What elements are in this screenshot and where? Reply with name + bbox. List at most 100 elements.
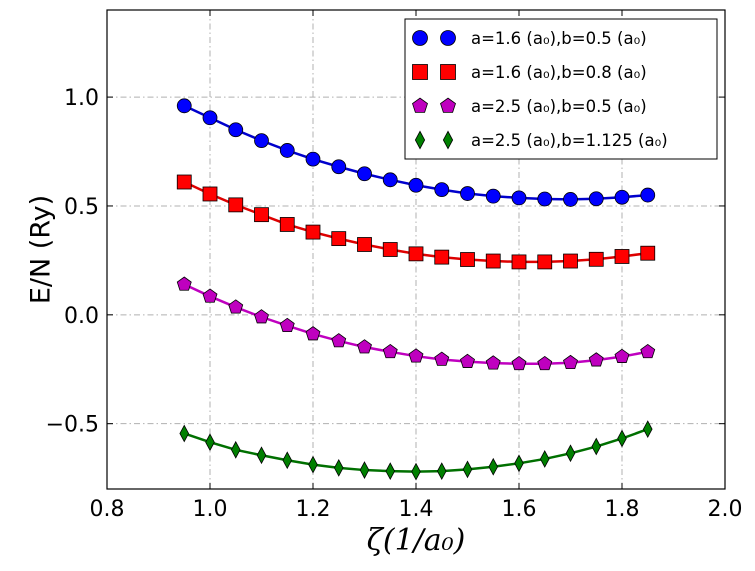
data-point [537,191,553,207]
data-point [382,343,398,359]
data-point [614,189,630,205]
legend-label: a=1.6 (a₀),b=0.5 (a₀) [471,29,647,48]
data-point [488,457,499,476]
data-point [333,458,344,477]
data-point [485,253,501,269]
data-point [279,143,295,158]
data-point [254,207,269,223]
data-point [460,186,475,201]
data-point [537,254,553,270]
data-point [359,461,370,479]
x-tick-label: 1.8 [605,497,640,522]
data-point [282,451,293,470]
legend-marker [442,130,454,150]
data-point [511,254,527,270]
series-layer [176,98,656,481]
legend-marker [412,97,428,113]
data-point [230,440,241,459]
data-point [511,190,527,206]
data-point [614,249,630,264]
data-point [588,352,604,367]
data-point [256,446,267,465]
x-tick-label: 1.0 [193,497,228,522]
x-tick-label: 0.8 [90,497,125,522]
y-axis-label: E/N (Ry) [25,195,56,304]
data-point [202,186,218,202]
data-point [228,299,244,314]
data-point [305,224,321,240]
data-point [514,454,524,473]
data-point [460,252,475,267]
x-tick-label: 1.2 [296,497,331,522]
data-point [485,188,501,204]
legend-label: a=1.6 (a₀),b=0.8 (a₀) [471,63,647,82]
data-point [565,444,576,463]
data-point [591,437,602,456]
data-point [640,245,656,261]
data-point [176,276,192,291]
y-tick-label: 1.0 [64,86,99,111]
data-point [279,217,295,232]
data-point [537,355,553,371]
legend-marker [412,30,428,46]
data-point [202,110,218,126]
data-point [357,339,372,354]
data-point [179,424,190,443]
legend-marker [412,64,428,80]
series-1 [176,174,656,270]
legend: a=1.6 (a₀),b=0.5 (a₀) a=1.6 (a₀),b=0.8 (a… [404,18,718,160]
legend-marker [440,97,456,113]
data-point [614,348,630,363]
data-point [331,231,347,247]
data-point [563,253,578,269]
data-point [563,192,578,207]
legend-marker [440,64,456,80]
y-tick-label: −0.5 [46,413,99,438]
data-point [640,343,656,359]
y-tick-label: 0.0 [64,304,99,329]
data-point [563,354,578,370]
legend-box [404,18,718,160]
legend-marker [440,30,456,46]
data-point [462,460,473,479]
data-point [485,355,501,370]
data-point [357,166,372,182]
data-point [511,355,527,371]
data-point [331,333,347,348]
data-point [408,348,424,363]
tick-layer: 0.8 1.0 1.2 1.4 1.6 1.8 2.0 −0.5 0.0 0.5 1.0 [46,10,743,522]
data-point [176,174,192,190]
legend-marker [414,130,426,150]
data-point [434,351,450,366]
data-point [205,433,215,452]
x-tick-label: 1.4 [399,497,434,522]
data-point [279,317,295,333]
data-point [408,246,424,262]
legend-label: a=2.5 (a₀),b=1.125 (a₀) [471,131,668,150]
data-point [176,98,192,114]
x-tick-label: 1.6 [502,497,537,522]
data-point [588,191,604,207]
data-point [434,249,450,265]
data-point [408,177,424,193]
data-point [411,462,421,481]
data-point [254,309,269,324]
data-point [228,122,244,138]
data-point [460,353,475,368]
data-point [642,420,653,439]
data-point [305,151,321,167]
series-0 [176,98,656,207]
data-point [385,462,396,481]
data-point [434,182,450,198]
data-point [228,197,244,213]
data-point [382,242,398,257]
data-point [357,237,372,252]
x-tick-label: 2.0 [708,497,743,522]
data-point [254,133,269,149]
data-point [436,462,447,481]
data-point [305,326,321,341]
data-point [539,450,550,468]
series-3 [179,420,653,481]
